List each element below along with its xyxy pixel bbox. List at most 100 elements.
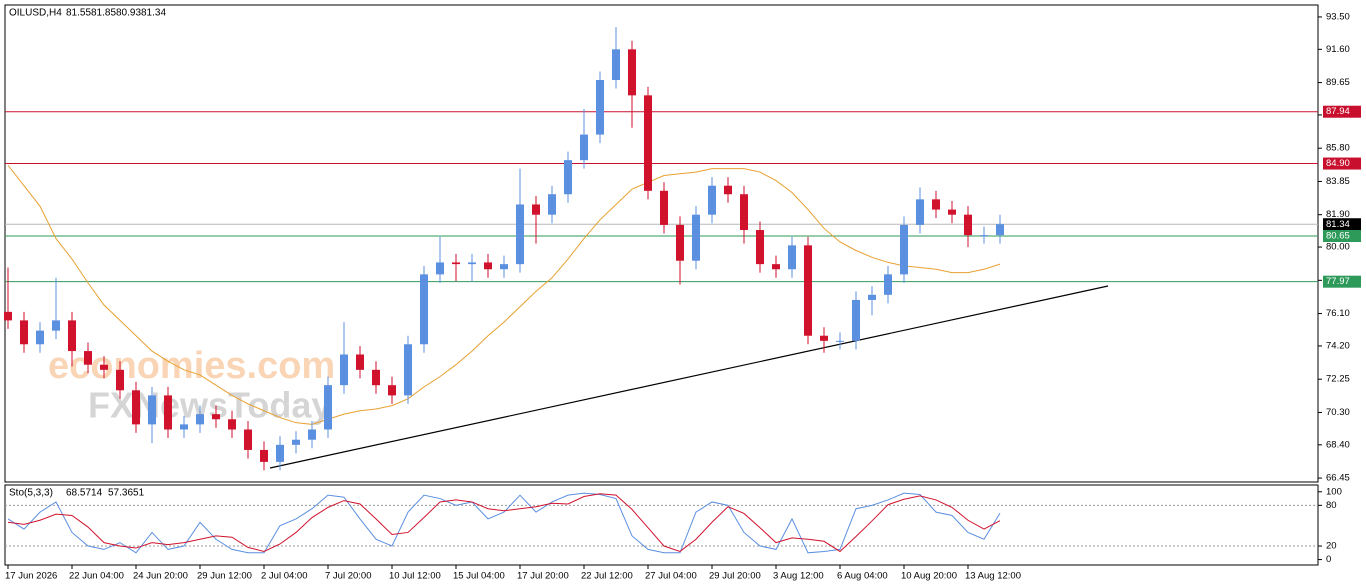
x-tick-label: 17 Jul 20:00 <box>517 571 569 582</box>
candle-body <box>452 262 460 265</box>
candle-body <box>628 49 636 96</box>
candle-body <box>4 311 12 321</box>
x-tick-label: 7 Jul 20:00 <box>325 571 371 582</box>
candle-body <box>596 80 604 135</box>
candle-body <box>884 274 892 295</box>
level-label-bg <box>1323 229 1361 242</box>
candle-body <box>404 344 412 396</box>
x-tick-label: 10 Jul 12:00 <box>389 571 441 582</box>
candle-body <box>692 214 700 261</box>
candle-body <box>500 264 508 270</box>
x-tick-label: 22 Jun 04:00 <box>69 571 124 582</box>
y-tick-label: 80 <box>1326 500 1337 511</box>
candle-body <box>116 369 124 391</box>
candle-body <box>836 340 844 342</box>
x-tick-label: 6 Aug 04:00 <box>837 571 888 582</box>
y-tick-label: 80.00 <box>1326 242 1350 253</box>
candle-body <box>388 385 396 396</box>
candle-body <box>100 364 108 370</box>
candle-body <box>756 230 764 265</box>
candle-body <box>724 185 732 195</box>
candle-body <box>788 245 796 270</box>
candle-body <box>52 320 60 331</box>
candle-body <box>932 199 940 210</box>
candle-body <box>180 424 188 430</box>
candle-body <box>900 224 908 275</box>
candle-body <box>324 385 332 430</box>
candle-body <box>212 414 220 420</box>
x-tick-label: 15 Jul 04:00 <box>453 571 505 582</box>
candle-body <box>244 429 252 450</box>
candle-body <box>964 214 972 236</box>
x-tick-label: 3 Aug 12:00 <box>773 571 824 582</box>
candle-body <box>916 199 924 225</box>
candle-body <box>292 439 300 445</box>
y-tick-label: 89.65 <box>1326 77 1350 88</box>
price-pane <box>4 4 1319 483</box>
indicator-value: 57.3651 <box>108 488 145 499</box>
symbol: OILUSD,H4 <box>9 8 62 19</box>
candle-body <box>852 299 860 341</box>
y-tick-label: 83.85 <box>1326 176 1350 187</box>
candle-body <box>148 395 156 425</box>
candle-body <box>516 204 524 265</box>
y-tick-label: 93.50 <box>1326 11 1350 22</box>
level-label: 77.97 <box>1326 276 1350 287</box>
x-tick-label: 27 Jul 04:00 <box>645 571 697 582</box>
level-label: 87.94 <box>1326 106 1350 117</box>
candle-body <box>996 224 1004 236</box>
candle-body <box>420 274 428 345</box>
y-tick-label: 76.10 <box>1326 308 1350 319</box>
candle-body <box>436 262 444 275</box>
y-tick-label: 81.90 <box>1326 209 1350 220</box>
level-label-bg <box>1323 275 1361 288</box>
candle-body <box>228 419 236 430</box>
y-tick-label: 85.80 <box>1326 143 1350 154</box>
candle-body <box>708 185 716 215</box>
candle-body <box>580 134 588 161</box>
candle-body <box>660 190 668 225</box>
watermark: economies.com <box>48 345 335 387</box>
x-tick-label: 13 Aug 12:00 <box>965 571 1021 582</box>
level-label: 84.90 <box>1326 158 1350 169</box>
y-tick-label: 0 <box>1326 554 1331 565</box>
candle-body <box>196 414 204 425</box>
candle-body <box>564 160 572 195</box>
candle-body <box>84 351 92 365</box>
ohlc-value: 80.93 <box>116 8 141 19</box>
y-tick-label: 91.60 <box>1326 44 1350 55</box>
candle-body <box>868 294 876 300</box>
candle-body <box>548 194 556 215</box>
stoch-line <box>7 493 1001 553</box>
candle-body <box>164 395 172 430</box>
candle-body <box>612 49 620 81</box>
y-tick-label: 74.20 <box>1326 340 1350 351</box>
y-tick-label: 72.25 <box>1326 374 1350 385</box>
candle-body <box>356 354 364 370</box>
y-tick-label: 100 <box>1326 486 1342 497</box>
candle-body <box>36 330 44 345</box>
candle-body <box>372 369 380 386</box>
candle-body <box>276 444 284 462</box>
y-tick-label: 20 <box>1326 541 1337 552</box>
watermark: FXNewsToday <box>88 385 331 426</box>
candle-body <box>804 245 812 336</box>
x-tick-label: 29 Jul 20:00 <box>709 571 761 582</box>
ohlc-value: 81.85 <box>91 8 116 19</box>
candle-body <box>20 320 28 345</box>
candle-body <box>340 354 348 386</box>
x-tick-label: 29 Jun 12:00 <box>197 571 252 582</box>
candle-body <box>308 429 316 440</box>
level-label-bg <box>1323 218 1361 231</box>
ohlc-value: 81.55 <box>66 8 91 19</box>
y-tick-label: 66.45 <box>1326 473 1350 484</box>
level-label-bg <box>1323 105 1361 118</box>
moving-average <box>7 164 1001 425</box>
level-label: 81.34 <box>1326 219 1350 230</box>
candle-body <box>948 209 956 215</box>
candle-body <box>676 224 684 261</box>
stoch-line <box>7 492 1001 554</box>
candle-body <box>644 95 652 191</box>
candle-body <box>132 390 140 425</box>
